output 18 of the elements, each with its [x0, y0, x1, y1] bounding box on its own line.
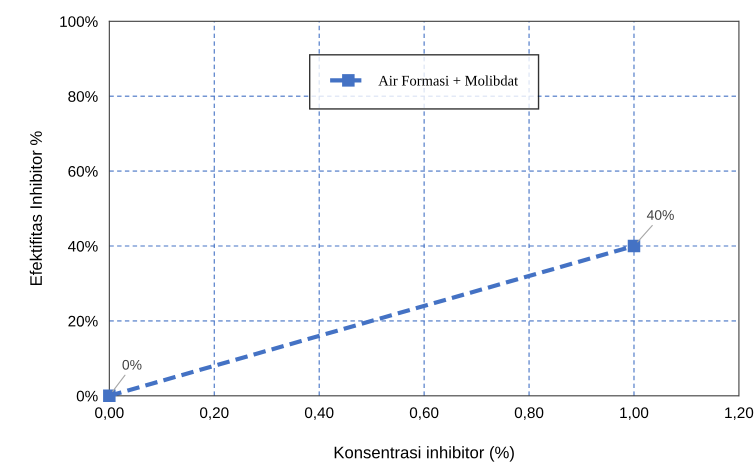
y-axis-title: Efektifitas Inhibitor % [30, 131, 42, 285]
x-tick-label: 1,00 [620, 407, 648, 420]
x-tick-label: 1,20 [725, 407, 754, 420]
legend-label: Air Formasi + Molibdat [378, 75, 518, 86]
y-tick-label: 0% [76, 390, 98, 402]
y-tick-label: 60% [68, 166, 98, 177]
x-axis-title: Konsentrasi inhibitor (%) [334, 446, 514, 462]
y-tick-label: 100% [60, 16, 98, 28]
y-tick-label: 80% [68, 91, 98, 102]
x-tick-label: 0,80 [514, 407, 544, 420]
data-label: 0% [122, 360, 142, 370]
x-tick-label: 0,60 [410, 407, 438, 420]
x-tick-label: 0,40 [304, 407, 334, 420]
x-tick-label: 0,00 [95, 407, 124, 420]
y-tick-label: 20% [68, 316, 98, 327]
x-tick-label: 0,20 [200, 407, 229, 420]
data-label: 40% [646, 210, 674, 220]
y-tick-label: 40% [68, 240, 98, 252]
